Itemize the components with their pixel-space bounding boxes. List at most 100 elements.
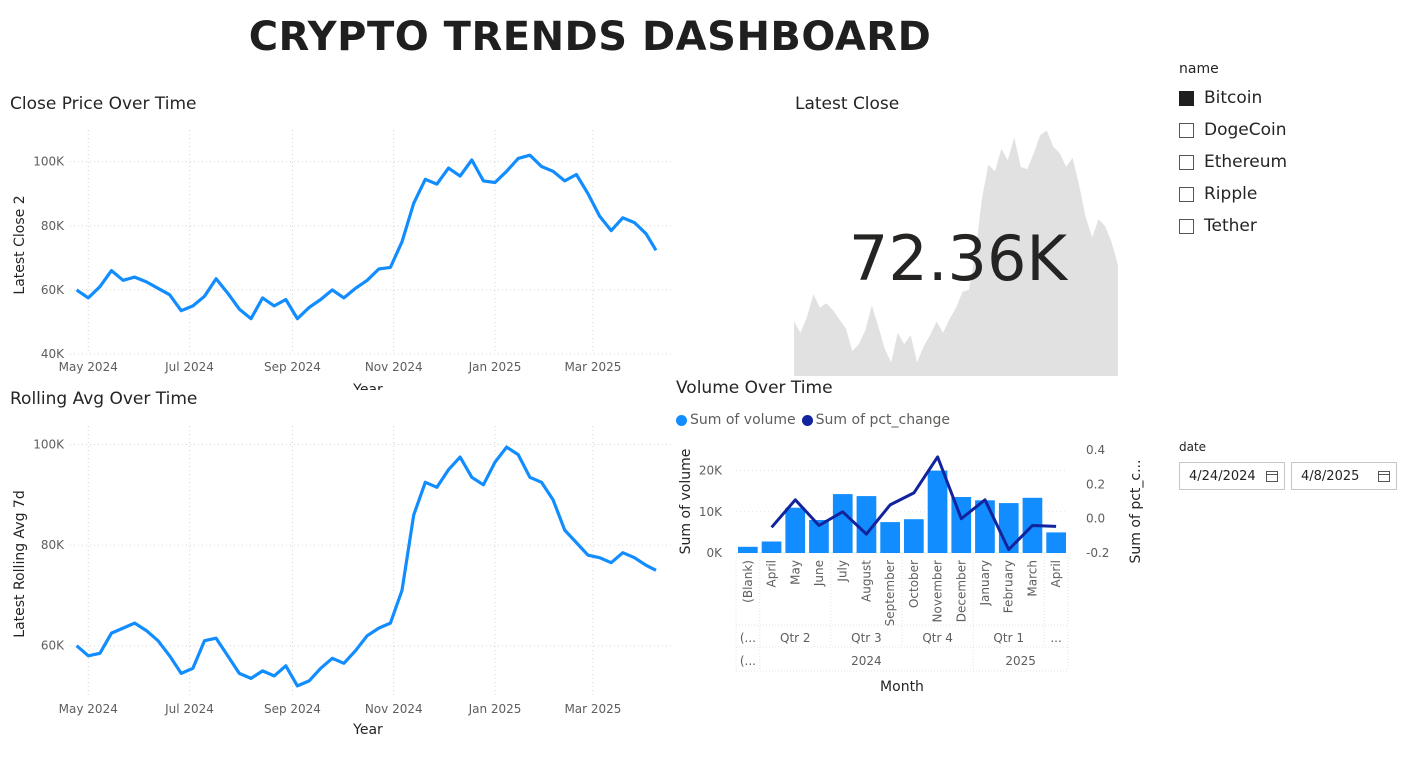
rolling-avg-chart[interactable]: 100K 80K 60K May 2024 Jul 2024 Sep 2024 Nov 20… [0,412,690,742]
x-tick-label: Mar 2025 [564,702,621,716]
date-slicer-header: date [1179,440,1207,454]
y-axis-title: Latest Rolling Avg 7d [12,490,28,637]
volume-bar[interactable] [904,519,924,553]
pct-change-line[interactable] [770,455,1057,552]
volume-bar[interactable] [809,520,829,553]
x-tick-label: Jan 2025 [468,702,522,716]
volume-bar[interactable] [738,546,758,553]
x-axis-title: Month [880,679,924,695]
slicer-item-ethereum[interactable]: Ethereum [1179,146,1287,178]
slicer-item-ripple[interactable]: Ripple [1179,178,1287,210]
close-chart-title: Close Price Over Time [10,94,197,114]
end-date-input[interactable]: 4/8/2025 [1291,462,1397,490]
month-label: November [931,560,945,622]
checkbox-icon[interactable] [1179,218,1194,234]
volume-chart-title: Volume Over Time [676,378,833,398]
slicer-item-tether[interactable]: Tether [1179,210,1287,242]
name-slicer: Bitcoin DogeCoin Ethereum Ripple Tether [1179,82,1287,242]
volume-bar[interactable] [761,541,782,554]
x-tick-label: Sep 2024 [264,702,321,716]
slicer-item-label: Ripple [1204,184,1258,204]
month-label: March [1025,560,1039,597]
month-label: December [954,560,968,622]
kpi-sparkline-area [794,130,1118,376]
month-label: (Blank) [741,560,755,603]
x-tick-label: May 2024 [59,360,118,374]
x-tick-label: Sep 2024 [264,360,321,374]
x-axis-title: Year [352,382,383,390]
series-line[interactable] [75,445,657,688]
volume-bar[interactable] [785,507,806,553]
end-date-value: 4/8/2025 [1301,468,1360,484]
slicer-item-bitcoin[interactable]: Bitcoin [1179,82,1287,114]
quarter-label: (... [740,631,756,645]
month-label: April [765,560,779,587]
month-label: January [978,560,992,607]
checkbox-icon[interactable] [1179,154,1194,170]
volume-bar[interactable] [1046,532,1066,553]
slicer-item-label: DogeCoin [1204,120,1287,140]
calendar-icon[interactable] [1378,470,1390,482]
series-line[interactable] [75,153,658,321]
checkbox-checked-icon[interactable] [1179,90,1194,106]
y-tick-label-right: 0.2 [1086,477,1105,491]
y-axis-title-left: Sum of volume [678,449,694,555]
y-tick-label: 100K [33,155,65,169]
year-label: (... [740,654,756,668]
quarter-label: ... [1050,631,1061,645]
quarter-label: Qtr 3 [851,631,882,645]
legend-dot-pct-change [801,414,813,426]
month-label: May [788,560,802,585]
slicer-item-dogecoin[interactable]: DogeCoin [1179,114,1287,146]
month-label: July [836,560,850,583]
y-tick-label-right: -0.2 [1086,546,1109,560]
start-date-input[interactable]: 4/24/2024 [1179,462,1285,490]
x-tick-label: Jul 2024 [164,702,214,716]
month-label: September [883,560,897,626]
volume-bar[interactable] [880,522,900,553]
volume-bar[interactable] [998,503,1019,553]
y-tick-label: 80K [41,538,65,552]
x-tick-label: Jul 2024 [164,360,214,374]
y-tick-label-left: 10K [699,505,723,519]
month-label: October [907,560,921,608]
slicer-item-label: Bitcoin [1204,88,1263,108]
y-axis-title: Latest Close 2 [12,195,28,294]
kpi-sparkline [794,130,1118,376]
start-date-value: 4/24/2024 [1189,468,1256,484]
y-tick-label: 100K [33,438,65,452]
month-label: August [859,560,873,602]
volume-bar[interactable] [951,497,972,553]
x-tick-label: Jan 2025 [468,360,522,374]
x-tick-label: Nov 2024 [365,360,423,374]
legend-dot-volume [676,414,687,426]
volume-bar[interactable] [832,494,853,553]
legend-label-volume: Sum of volume [690,412,796,428]
checkbox-icon[interactable] [1179,122,1194,138]
y-tick-label-left: 20K [699,464,723,478]
quarter-label: Qtr 1 [993,631,1024,645]
legend-label-pct-change: Sum of pct_change [815,412,951,428]
volume-bar[interactable] [975,500,995,553]
x-tick-label: Nov 2024 [365,702,423,716]
x-tick-label: Mar 2025 [564,360,621,374]
dashboard-title: CRYPTO TRENDS DASHBOARD [248,14,932,60]
calendar-icon[interactable] [1266,470,1278,482]
checkbox-icon[interactable] [1179,186,1194,202]
y-tick-label: 60K [41,639,65,653]
month-label: April [1049,560,1063,587]
volume-bar[interactable] [856,496,877,553]
slicer-header: name [1179,61,1219,77]
y-tick-label: 60K [41,283,65,297]
quarter-label: Qtr 4 [922,631,953,645]
y-tick-label-right: 0.0 [1086,512,1105,526]
volume-bar[interactable] [927,470,948,553]
kpi-value: 72.36K [848,222,1068,295]
year-label: 2025 [1005,654,1036,668]
slicer-item-label: Ethereum [1204,152,1288,172]
volume-legend: Sum of volume Sum of pct_change [676,412,950,428]
y-axis-title-right: Sum of pct_c... [1128,460,1144,564]
x-tick-label: May 2024 [59,702,118,716]
volume-chart[interactable]: 20K 10K 0K 0.4 0.2 0.0 -0.2 Sum of volume Sum of… [672,436,1150,700]
